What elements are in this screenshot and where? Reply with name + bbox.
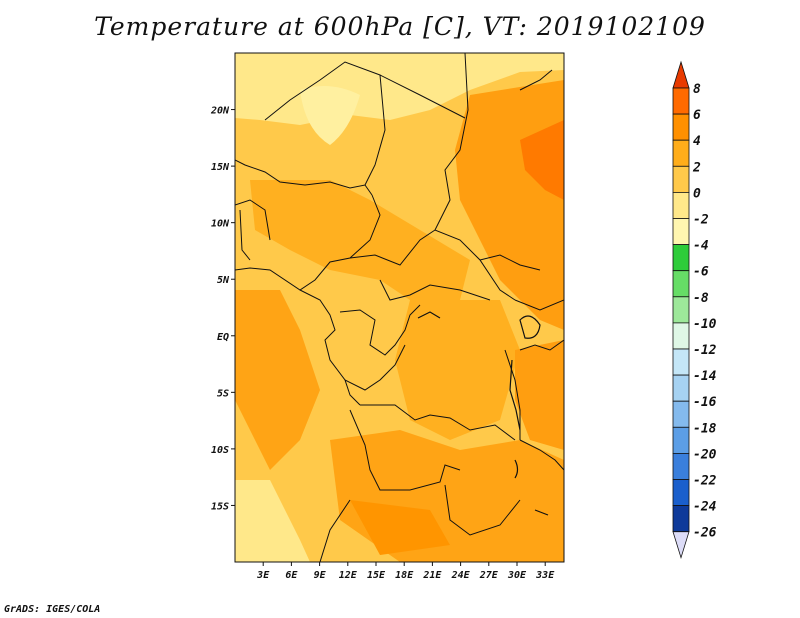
temperature-field bbox=[235, 53, 564, 562]
colorbar: 8 6 4 2 0 -2 -4 -6 -8 -10 -12 -14 -16 -18 -20 -22 -24 -26 bbox=[672, 60, 717, 560]
map-frame bbox=[234, 52, 565, 563]
colorbar-box bbox=[672, 113, 690, 141]
lat-tick-label: 10N bbox=[211, 219, 230, 230]
field-south-hot bbox=[350, 500, 450, 555]
colorbar-bottom-arrow bbox=[672, 531, 690, 560]
colorbar-label: -20 bbox=[693, 447, 717, 462]
field-east-hot bbox=[520, 120, 564, 200]
colorbar-box bbox=[672, 400, 690, 428]
lon-tick-label: 21E bbox=[422, 570, 442, 581]
lat-tick-label: 5N bbox=[217, 275, 230, 286]
map-title: Temperature at 600hPa [C], VT: 201910210… bbox=[94, 12, 706, 41]
colorbar-box bbox=[672, 244, 690, 272]
colorbar-label: -18 bbox=[693, 421, 717, 436]
lon-tick-label: 27E bbox=[479, 570, 499, 581]
lat-tick-label: 20N bbox=[210, 106, 230, 117]
lon-tick-label: 3E bbox=[256, 570, 270, 581]
colorbar-box bbox=[672, 87, 690, 115]
grads-credit: GrADS: IGES/COLA bbox=[4, 604, 101, 615]
colorbar-box bbox=[672, 322, 690, 350]
colorbar-box bbox=[672, 165, 690, 193]
lon-tick-label: 33E bbox=[535, 570, 555, 581]
colorbar-label: 2 bbox=[692, 160, 701, 175]
colorbar-top-arrow bbox=[672, 60, 690, 89]
field-congo-warm bbox=[395, 300, 520, 440]
colorbar-label: 8 bbox=[693, 82, 701, 97]
field-lakes-warm bbox=[515, 340, 564, 450]
colorbar-label: 4 bbox=[693, 134, 701, 149]
colorbar-box bbox=[672, 296, 690, 324]
colorbar-label: -26 bbox=[693, 526, 717, 541]
colorbar-box bbox=[672, 348, 690, 376]
lat-tick-label: 10S bbox=[211, 445, 229, 456]
colorbar-label: -14 bbox=[693, 369, 717, 384]
colorbar-label: -12 bbox=[693, 343, 717, 358]
colorbar-label: 6 bbox=[693, 108, 701, 123]
lon-tick-label: 30E bbox=[507, 570, 527, 581]
colorbar-box bbox=[672, 139, 690, 167]
lat-tick-label: 5S bbox=[217, 388, 229, 399]
colorbar-box bbox=[672, 479, 690, 507]
colorbar-label: -10 bbox=[693, 317, 717, 332]
colorbar-label: -8 bbox=[693, 291, 709, 306]
colorbar-box bbox=[672, 426, 690, 454]
colorbar-label: -2 bbox=[693, 213, 709, 228]
colorbar-label: -24 bbox=[693, 500, 717, 515]
field-central-warm bbox=[250, 180, 470, 300]
colorbar-label: -6 bbox=[693, 265, 709, 280]
lakes bbox=[417, 311, 549, 516]
lat-tick-label: 15N bbox=[211, 162, 230, 173]
lon-tick-label: 12E bbox=[339, 570, 358, 581]
lat-tick-label: 15S bbox=[211, 501, 229, 512]
colorbar-box bbox=[672, 191, 690, 219]
colorbar-label: 0 bbox=[693, 186, 701, 201]
field-north-cooler bbox=[300, 86, 360, 145]
country-borders bbox=[235, 53, 564, 562]
latitude-axis: 20N 15N 10N 5N EQ 5S 10S 15S bbox=[210, 106, 235, 512]
colorbar-box bbox=[672, 505, 690, 533]
lon-tick-label: 6E bbox=[285, 570, 298, 581]
lon-tick-label: 15E bbox=[367, 570, 386, 581]
field-sw-warm bbox=[235, 290, 320, 470]
lon-tick-label: 24E bbox=[451, 570, 471, 581]
colorbar-label: -4 bbox=[693, 239, 709, 254]
colorbar-box bbox=[672, 270, 690, 298]
colorbar-box bbox=[672, 218, 690, 246]
lat-tick-label: EQ bbox=[217, 332, 229, 343]
lon-tick-label: 18E bbox=[395, 570, 414, 581]
colorbar-label: -16 bbox=[693, 395, 717, 410]
field-sw-cool bbox=[235, 480, 310, 562]
longitude-axis: 3E 6E 9E 12E 15E 18E 21E 24E 27E 30E 33E bbox=[256, 562, 555, 581]
colorbar-label: -22 bbox=[693, 474, 717, 489]
colorbar-box bbox=[672, 452, 690, 480]
colorbar-box bbox=[672, 374, 690, 402]
lon-tick-label: 9E bbox=[314, 570, 327, 581]
